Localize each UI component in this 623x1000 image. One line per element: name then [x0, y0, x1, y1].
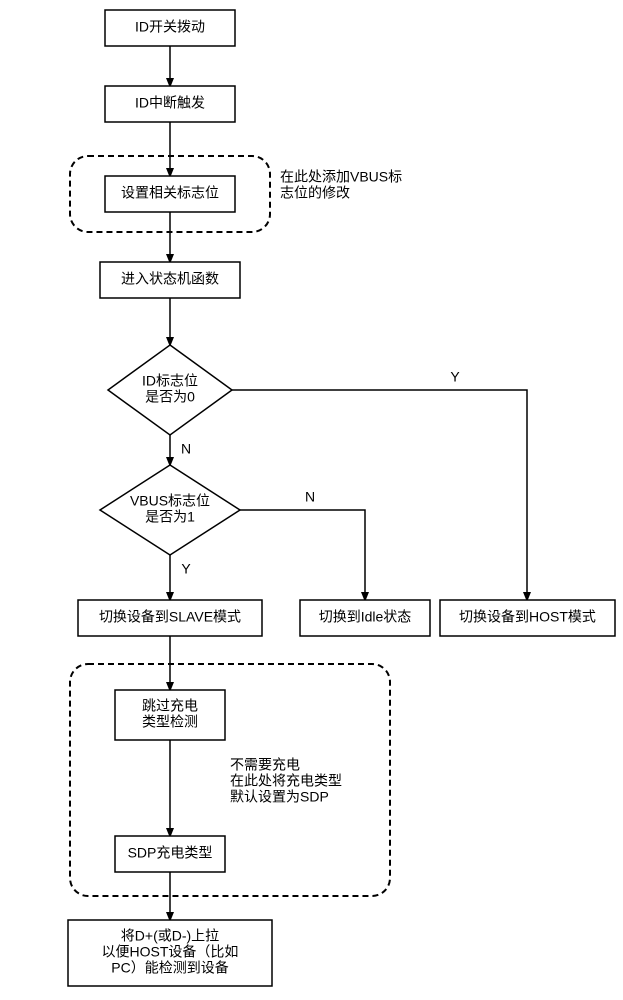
- node-n4: 进入状态机函数: [100, 262, 240, 298]
- svg-text:将D+(或D-)上拉: 将D+(或D-)上拉: [121, 928, 219, 944]
- edge-d2-n6: [240, 510, 365, 600]
- svg-text:切换到Idle状态: 切换到Idle状态: [319, 609, 412, 625]
- edge-d1-n7: [232, 390, 527, 600]
- node-n9: SDP充电类型: [115, 836, 225, 872]
- svg-text:以便HOST设备（比如: 以便HOST设备（比如: [102, 944, 239, 960]
- node-d2: VBUS标志位是否为1: [100, 465, 240, 555]
- svg-text:在此处将充电类型: 在此处将充电类型: [230, 773, 342, 789]
- svg-text:VBUS标志位: VBUS标志位: [130, 493, 210, 509]
- svg-text:是否为0: 是否为0: [145, 389, 195, 405]
- svg-text:进入状态机函数: 进入状态机函数: [121, 271, 219, 287]
- svg-text:是否为1: 是否为1: [145, 509, 195, 525]
- svg-text:切换设备到HOST模式: 切换设备到HOST模式: [459, 609, 596, 625]
- svg-text:ID中断触发: ID中断触发: [135, 95, 205, 111]
- svg-text:默认设置为SDP: 默认设置为SDP: [230, 789, 329, 805]
- svg-text:ID开关拨动: ID开关拨动: [135, 19, 205, 35]
- flowchart-canvas: N Y Y N ID开关拨动 ID中断触发设置相关标志位进入状态机函数 ID标志位是否为0…: [0, 0, 623, 1000]
- node-n7: 切换设备到HOST模式: [440, 600, 615, 636]
- node-n10: 将D+(或D-)上拉以便HOST设备（比如PC）能检测到设备: [68, 920, 272, 986]
- svg-text:设置相关标志位: 设置相关标志位: [121, 185, 219, 201]
- node-n6: 切换到Idle状态: [300, 600, 430, 636]
- node-d1: ID标志位是否为0: [108, 345, 232, 435]
- svg-text:SDP充电类型: SDP充电类型: [128, 845, 213, 861]
- node-n1: ID开关拨动: [105, 10, 235, 46]
- annotation-0: 在此处添加VBUS标志位的修改: [280, 169, 402, 201]
- node-n2: ID中断触发: [105, 86, 235, 122]
- edge-label-d1-n7: Y: [450, 369, 460, 385]
- annotation-layer: 在此处添加VBUS标志位的修改不需要充电在此处将充电类型默认设置为SDP: [230, 169, 402, 805]
- edge-label-d2-n6: N: [305, 489, 315, 505]
- edge-label-d1-d2: N: [181, 441, 191, 457]
- svg-text:PC）能检测到设备: PC）能检测到设备: [111, 960, 228, 976]
- svg-text:在此处添加VBUS标: 在此处添加VBUS标: [280, 169, 402, 185]
- node-n3: 设置相关标志位: [105, 176, 235, 212]
- node-n5: 切换设备到SLAVE模式: [78, 600, 262, 636]
- svg-text:ID标志位: ID标志位: [142, 373, 198, 389]
- svg-text:志位的修改: 志位的修改: [280, 185, 350, 201]
- svg-text:不需要充电: 不需要充电: [230, 757, 300, 773]
- svg-text:跳过充电: 跳过充电: [142, 698, 198, 714]
- svg-text:切换设备到SLAVE模式: 切换设备到SLAVE模式: [99, 609, 241, 625]
- svg-text:类型检测: 类型检测: [142, 714, 198, 730]
- node-n8: 跳过充电类型检测: [115, 690, 225, 740]
- annotation-1: 不需要充电在此处将充电类型默认设置为SDP: [230, 757, 342, 805]
- edge-label-d2-n5: Y: [181, 561, 191, 577]
